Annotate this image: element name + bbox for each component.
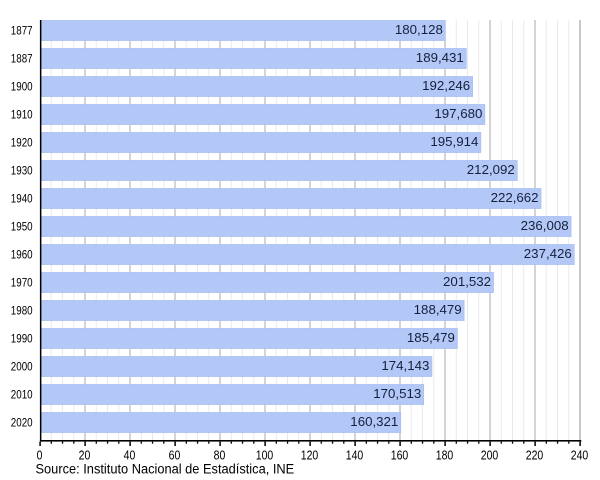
svg-text:200: 200 <box>481 449 499 463</box>
svg-text:1940: 1940 <box>11 193 33 206</box>
svg-text:1950: 1950 <box>11 221 33 234</box>
svg-text:1887: 1887 <box>11 53 33 66</box>
svg-text:222,662: 222,662 <box>491 190 539 205</box>
svg-text:1960: 1960 <box>11 249 33 262</box>
svg-text:1970: 1970 <box>11 277 33 290</box>
svg-text:201,532: 201,532 <box>443 274 491 289</box>
svg-text:188,479: 188,479 <box>414 302 462 317</box>
svg-text:192,246: 192,246 <box>422 78 470 93</box>
svg-text:2020: 2020 <box>11 417 33 430</box>
svg-text:20: 20 <box>79 449 91 463</box>
svg-text:240: 240 <box>571 449 589 463</box>
svg-text:236,008: 236,008 <box>521 218 569 233</box>
svg-text:1910: 1910 <box>11 109 33 122</box>
svg-text:180: 180 <box>436 449 454 463</box>
svg-text:189,431: 189,431 <box>416 50 464 65</box>
svg-text:120: 120 <box>301 449 319 463</box>
svg-text:2010: 2010 <box>11 389 33 402</box>
svg-text:237,426: 237,426 <box>524 246 572 261</box>
svg-text:197,680: 197,680 <box>434 106 482 121</box>
svg-text:100: 100 <box>256 449 274 463</box>
svg-text:1920: 1920 <box>11 137 33 150</box>
svg-text:Source: Instituto Nacional de: Source: Instituto Nacional de Estadístic… <box>36 462 295 478</box>
svg-text:185,479: 185,479 <box>407 330 455 345</box>
svg-text:0: 0 <box>37 449 43 463</box>
svg-text:220: 220 <box>526 449 544 463</box>
svg-text:1990: 1990 <box>11 333 33 346</box>
svg-text:1877: 1877 <box>11 25 33 38</box>
svg-text:195,914: 195,914 <box>430 134 478 149</box>
svg-text:40: 40 <box>124 449 136 463</box>
svg-text:60: 60 <box>169 449 181 463</box>
svg-text:170,513: 170,513 <box>373 386 421 401</box>
svg-text:180,128: 180,128 <box>395 22 443 37</box>
svg-text:1980: 1980 <box>11 305 33 318</box>
svg-text:174,143: 174,143 <box>381 358 429 373</box>
svg-text:2000: 2000 <box>11 361 33 374</box>
svg-text:1930: 1930 <box>11 165 33 178</box>
svg-text:1900: 1900 <box>11 81 33 94</box>
svg-text:160: 160 <box>391 449 409 463</box>
svg-text:212,092: 212,092 <box>467 162 515 177</box>
svg-text:160,321: 160,321 <box>350 414 398 429</box>
svg-text:140: 140 <box>346 449 364 463</box>
svg-text:80: 80 <box>214 449 226 463</box>
